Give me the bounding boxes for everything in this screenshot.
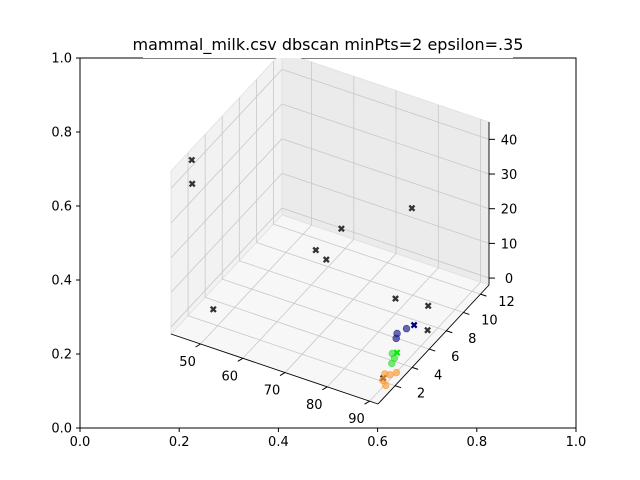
y-3d-tick <box>411 366 419 370</box>
grid-line-x-floor <box>369 281 481 402</box>
x-axis-line-3d <box>170 333 379 405</box>
grid-line-y-floor <box>256 242 464 313</box>
grid-line-y-floor <box>273 223 481 295</box>
x-3d-tick-label: 90 <box>348 412 365 427</box>
x-3d-tick-label: 50 <box>179 355 196 370</box>
z-3d-tick-label: 20 <box>501 203 518 218</box>
y-3d-tick <box>429 348 436 352</box>
grid-line-x-floor <box>284 253 397 373</box>
outer-y-tick-label: 0.2 <box>51 348 72 363</box>
x-3d-tick-label: 70 <box>264 384 281 399</box>
grid-line-x-floor <box>242 239 355 359</box>
grid-line-y-floor <box>205 297 413 368</box>
data-point-x <box>424 326 432 334</box>
x-3d-tick <box>279 372 286 377</box>
grid-line-z-left <box>170 207 283 328</box>
data-point-x <box>312 246 320 254</box>
title-background <box>143 32 513 58</box>
x-axis-3d-ticks: 50 60 70 80 90 <box>179 343 370 427</box>
outer-axes: 0.0 0.2 0.4 0.6 0.8 1.0 0.0 0.2 0.4 0.6 0.8 1.0 <box>51 52 586 451</box>
data-point-x <box>392 295 399 303</box>
grid-line-z-back <box>281 173 490 244</box>
x-3d-tick <box>195 343 201 348</box>
data-point-x <box>393 349 401 357</box>
data-point <box>392 334 400 343</box>
outer-y-tick-label: 0.8 <box>51 126 72 141</box>
data-point <box>392 368 401 377</box>
outer-y-tick-label: 0.0 <box>51 422 72 437</box>
outer-x-tick-label: 1.0 <box>566 435 587 450</box>
outer-x-tick-label: 0.2 <box>169 435 190 450</box>
y-3d-tick <box>480 293 487 297</box>
axis-lines-3d <box>170 122 490 405</box>
data-points <box>188 156 432 390</box>
y-3d-tick <box>394 385 402 389</box>
grid-3d <box>170 61 490 402</box>
chart-title: mammal_milk.csv dbscan minPts=2 epsilon=… <box>133 35 524 55</box>
grid-line-z-left <box>170 138 283 258</box>
y-3d-tick <box>446 330 453 334</box>
data-point-x <box>337 225 345 233</box>
data-point-x <box>424 302 432 310</box>
grid-line-x-floor <box>327 267 439 388</box>
outer-x-tick-label: 0.6 <box>367 435 388 450</box>
data-point-x <box>188 156 196 164</box>
z-axis-3d-ticks: 0 10 20 30 40 <box>489 133 517 287</box>
outer-x-tick-label: 0.4 <box>268 435 289 450</box>
x-3d-tick <box>322 386 328 391</box>
outer-x-tick-label: 0.0 <box>70 435 91 450</box>
y-3d-tick-label: 6 <box>451 350 459 365</box>
grid-line-y-floor <box>239 260 447 332</box>
data-point-x <box>408 204 416 212</box>
z-3d-tick-label: 30 <box>501 168 518 183</box>
data-point <box>402 324 411 333</box>
data-point <box>382 381 390 390</box>
y-3d-tick-label: 4 <box>434 368 442 383</box>
grid-line-z-back <box>281 103 490 175</box>
outer-x-tick-label: 0.8 <box>466 435 487 450</box>
x-3d-tick <box>237 357 244 362</box>
grid-line-z-left <box>170 69 283 189</box>
outer-x-ticks: 0.0 0.2 0.4 0.6 0.8 1.0 <box>70 428 587 450</box>
y-3d-tick-label: 8 <box>468 332 476 347</box>
data-point-x <box>322 256 330 264</box>
grid-line-y-floor <box>187 315 396 387</box>
y-3d-tick-label: 2 <box>417 387 425 402</box>
grid-line-x-floor <box>200 224 312 345</box>
data-point <box>386 371 394 379</box>
outer-y-ticks: 0.0 0.2 0.4 0.6 0.8 1.0 <box>51 52 80 437</box>
y-3d-tick <box>463 311 470 315</box>
data-point <box>388 359 396 368</box>
data-point-x <box>188 180 196 188</box>
x-3d-tick-label: 60 <box>222 369 239 384</box>
x-3d-tick-label: 80 <box>306 398 323 413</box>
z-3d-tick-label: 40 <box>501 133 518 148</box>
outer-y-tick-label: 1.0 <box>51 52 72 67</box>
y-axis-line-3d <box>377 284 490 405</box>
x-3d-tick <box>364 400 370 405</box>
z-3d-tick-label: 10 <box>501 237 518 252</box>
y-3d-tick-label: 12 <box>498 295 515 310</box>
data-point-x <box>410 321 418 329</box>
outer-y-tick-label: 0.4 <box>51 274 72 289</box>
y-3d-tick-label: 10 <box>481 313 498 328</box>
data-point-x <box>209 305 217 313</box>
grid-line-z-back <box>281 207 490 279</box>
grid-line-z-back <box>281 68 490 140</box>
grid-line-z-left <box>170 103 283 224</box>
grid-line-z-left <box>170 173 283 293</box>
z-3d-tick-label: 0 <box>505 272 513 287</box>
outer-y-tick-label: 0.6 <box>51 200 72 215</box>
grid-line-z-back <box>281 138 490 210</box>
